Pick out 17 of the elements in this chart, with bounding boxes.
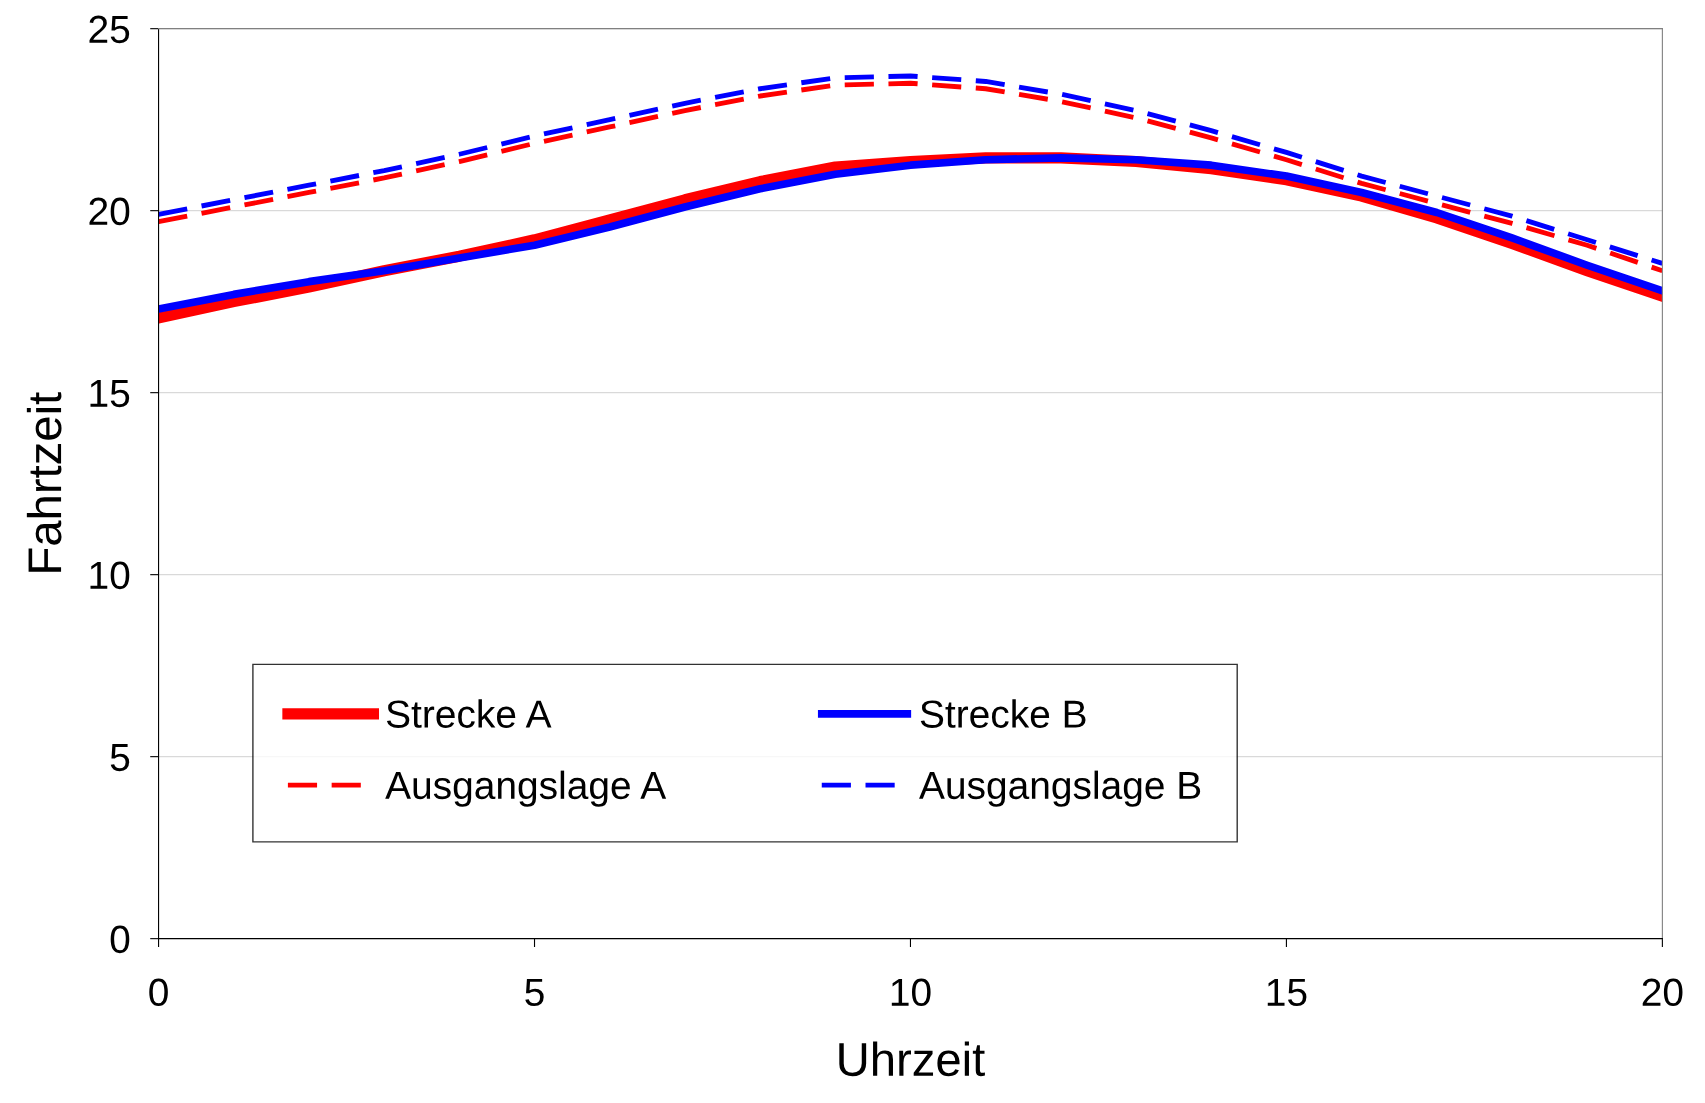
- legend-label: Strecke A: [386, 699, 552, 728]
- y-tick-label: 20: [89, 197, 130, 226]
- legend-label: Ausgangslage B: [919, 770, 1201, 807]
- legend-label: Ausgangslage A: [385, 770, 667, 807]
- x-tick-label: 10: [891, 978, 931, 1007]
- x-tick-label: 20: [1642, 978, 1683, 1007]
- y-axis-title: Fahrtzeit: [26, 392, 62, 572]
- y-tick-label: 10: [90, 561, 130, 590]
- y-tick-label: 25: [89, 15, 130, 44]
- legend-label: Strecke B: [920, 699, 1086, 728]
- y-tick-label: 0: [110, 925, 130, 954]
- y-tick-label: 15: [90, 380, 130, 408]
- x-axis-title: Uhrzeit: [839, 1041, 985, 1077]
- y-tick-label: 5: [110, 743, 130, 772]
- x-tick-label: 15: [1267, 978, 1307, 1007]
- x-tick-label: 5: [525, 978, 544, 1007]
- x-tick-label: 0: [149, 978, 168, 1007]
